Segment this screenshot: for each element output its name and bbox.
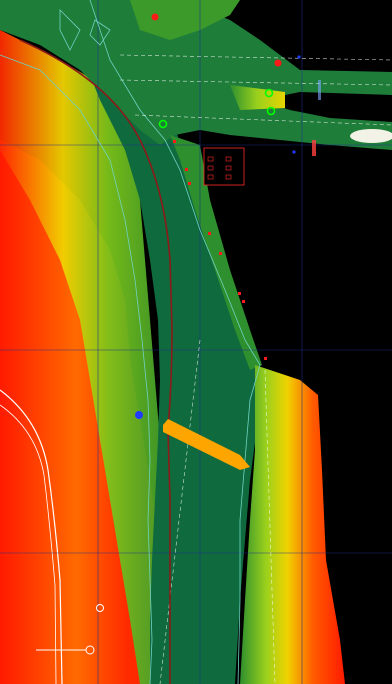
channel-marker-strip xyxy=(318,80,321,100)
shoreline-left-inner xyxy=(0,404,57,684)
red-buoy-icon[interactable] xyxy=(242,300,245,303)
channel-marker-strip-2 xyxy=(312,140,316,156)
right-channel-wall xyxy=(170,135,262,370)
waypoint-dot-icon[interactable] xyxy=(292,150,296,154)
vessel-icon[interactable] xyxy=(163,419,250,470)
red-buoy-icon[interactable] xyxy=(208,232,211,235)
waypoint-dot-icon[interactable] xyxy=(297,55,301,59)
green-buoy-icon[interactable] xyxy=(264,88,274,98)
red-buoy-icon[interactable] xyxy=(188,182,191,185)
red-buoy-icon[interactable] xyxy=(173,140,176,143)
legend-box-icon[interactable] xyxy=(203,147,245,186)
sandbar-white xyxy=(350,129,392,143)
green-buoys xyxy=(158,88,276,129)
green-buoy-icon[interactable] xyxy=(266,106,276,116)
left-bank-gradient xyxy=(0,30,180,684)
red-buoy-icon[interactable] xyxy=(274,59,282,67)
red-buoy-icon[interactable] xyxy=(238,292,241,295)
shoreline-left xyxy=(0,389,63,684)
upper-shallow-patch xyxy=(230,85,285,110)
red-buoy-icon[interactable] xyxy=(185,168,188,171)
right-bank-area xyxy=(240,365,345,684)
green-buoy-icon[interactable] xyxy=(158,119,168,129)
upper-right-bank xyxy=(130,0,240,40)
red-buoys xyxy=(151,13,282,360)
range-lines xyxy=(119,54,392,684)
red-buoy-icon[interactable] xyxy=(264,357,267,360)
route-track-line[interactable] xyxy=(19,39,173,684)
red-buoy-icon[interactable] xyxy=(151,13,159,21)
position-marker-icon[interactable] xyxy=(135,411,143,419)
lower-left-markers xyxy=(36,604,104,655)
red-buoy-icon[interactable] xyxy=(219,252,222,255)
main-channel-deep-water xyxy=(70,0,258,684)
depth-contours xyxy=(0,0,261,684)
